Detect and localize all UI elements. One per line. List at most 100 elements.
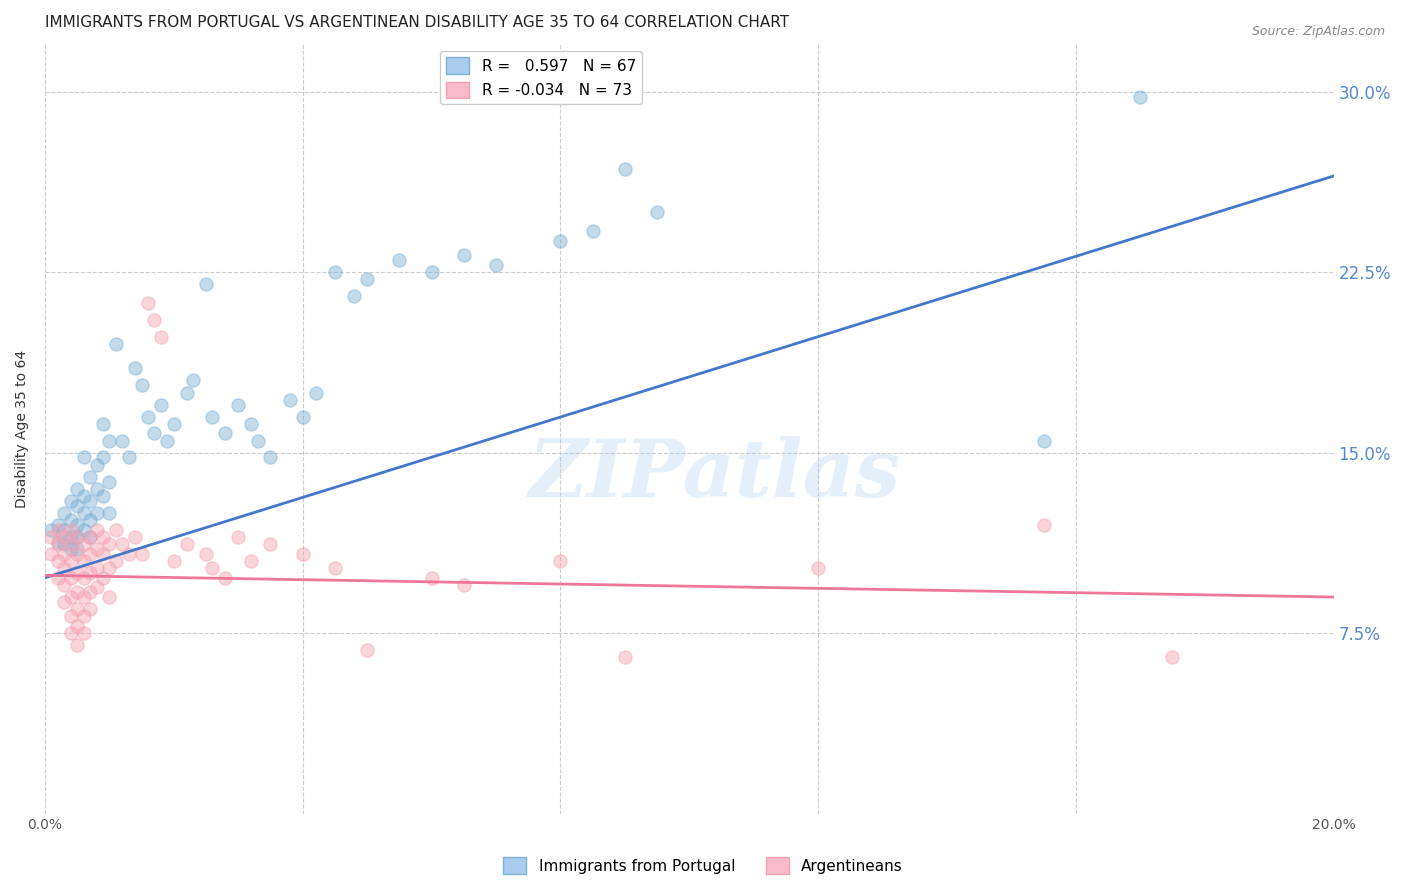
Point bbox=[645, 205, 668, 219]
Point bbox=[46, 534, 69, 549]
Point bbox=[59, 513, 82, 527]
Point bbox=[72, 590, 94, 604]
Legend: R =   0.597   N = 67, R = -0.034   N = 73: R = 0.597 N = 67, R = -0.034 N = 73 bbox=[440, 52, 643, 104]
Point bbox=[143, 426, 166, 441]
Point bbox=[59, 523, 82, 537]
Point bbox=[46, 517, 69, 532]
Point bbox=[79, 547, 101, 561]
Point bbox=[46, 537, 69, 551]
Point bbox=[98, 475, 121, 489]
Point bbox=[66, 530, 89, 544]
Point bbox=[72, 609, 94, 624]
Point bbox=[163, 417, 186, 431]
Point bbox=[72, 506, 94, 520]
Point bbox=[66, 499, 89, 513]
Text: IMMIGRANTS FROM PORTUGAL VS ARGENTINEAN DISABILITY AGE 35 TO 64 CORRELATION CHAR: IMMIGRANTS FROM PORTUGAL VS ARGENTINEAN … bbox=[45, 15, 789, 30]
Point bbox=[91, 571, 114, 585]
Point bbox=[53, 547, 76, 561]
Point bbox=[453, 248, 475, 262]
Point bbox=[613, 650, 636, 665]
Point bbox=[613, 161, 636, 176]
Point bbox=[79, 585, 101, 599]
Point bbox=[356, 643, 378, 657]
Point bbox=[104, 337, 127, 351]
Point bbox=[143, 313, 166, 327]
Point bbox=[195, 277, 218, 292]
Point bbox=[91, 530, 114, 544]
Point bbox=[53, 506, 76, 520]
Point bbox=[323, 561, 346, 575]
Point bbox=[111, 434, 134, 448]
Point bbox=[91, 417, 114, 431]
Point bbox=[79, 602, 101, 616]
Point bbox=[201, 561, 224, 575]
Point bbox=[66, 547, 89, 561]
Point bbox=[53, 561, 76, 575]
Point bbox=[201, 409, 224, 424]
Point bbox=[59, 541, 82, 556]
Point bbox=[1032, 434, 1054, 448]
Point bbox=[278, 392, 301, 407]
Point bbox=[550, 554, 572, 568]
Y-axis label: Disability Age 35 to 64: Disability Age 35 to 64 bbox=[15, 350, 30, 508]
Point bbox=[66, 541, 89, 556]
Point bbox=[124, 530, 146, 544]
Point bbox=[66, 638, 89, 652]
Point bbox=[79, 530, 101, 544]
Point bbox=[66, 566, 89, 580]
Point bbox=[53, 578, 76, 592]
Point bbox=[149, 330, 172, 344]
Point bbox=[79, 469, 101, 483]
Point bbox=[59, 571, 82, 585]
Point bbox=[550, 234, 572, 248]
Point bbox=[807, 561, 830, 575]
Point bbox=[41, 530, 63, 544]
Point bbox=[59, 590, 82, 604]
Point bbox=[59, 626, 82, 640]
Point bbox=[41, 523, 63, 537]
Point bbox=[1161, 650, 1184, 665]
Point bbox=[59, 554, 82, 568]
Point bbox=[91, 489, 114, 503]
Point bbox=[226, 398, 249, 412]
Point bbox=[1032, 517, 1054, 532]
Point bbox=[240, 417, 263, 431]
Point bbox=[46, 523, 69, 537]
Point bbox=[72, 554, 94, 568]
Point bbox=[156, 434, 179, 448]
Point bbox=[86, 581, 108, 595]
Point bbox=[53, 595, 76, 609]
Point bbox=[86, 561, 108, 575]
Point bbox=[72, 489, 94, 503]
Point bbox=[343, 289, 366, 303]
Point bbox=[181, 374, 204, 388]
Point bbox=[98, 537, 121, 551]
Point bbox=[485, 258, 508, 272]
Point bbox=[66, 530, 89, 544]
Point bbox=[581, 224, 603, 238]
Point bbox=[111, 537, 134, 551]
Point bbox=[53, 537, 76, 551]
Point bbox=[163, 554, 186, 568]
Point bbox=[72, 450, 94, 465]
Point bbox=[259, 537, 281, 551]
Point bbox=[86, 523, 108, 537]
Point bbox=[66, 585, 89, 599]
Point bbox=[86, 506, 108, 520]
Point bbox=[79, 493, 101, 508]
Point bbox=[59, 493, 82, 508]
Point bbox=[72, 537, 94, 551]
Text: ZIPatlas: ZIPatlas bbox=[529, 436, 901, 514]
Point bbox=[104, 554, 127, 568]
Point bbox=[66, 619, 89, 633]
Point bbox=[72, 626, 94, 640]
Point bbox=[104, 523, 127, 537]
Point bbox=[453, 578, 475, 592]
Point bbox=[59, 609, 82, 624]
Point bbox=[1129, 89, 1152, 103]
Point bbox=[124, 361, 146, 376]
Point bbox=[79, 566, 101, 580]
Point bbox=[66, 482, 89, 496]
Point bbox=[226, 530, 249, 544]
Point bbox=[131, 378, 153, 392]
